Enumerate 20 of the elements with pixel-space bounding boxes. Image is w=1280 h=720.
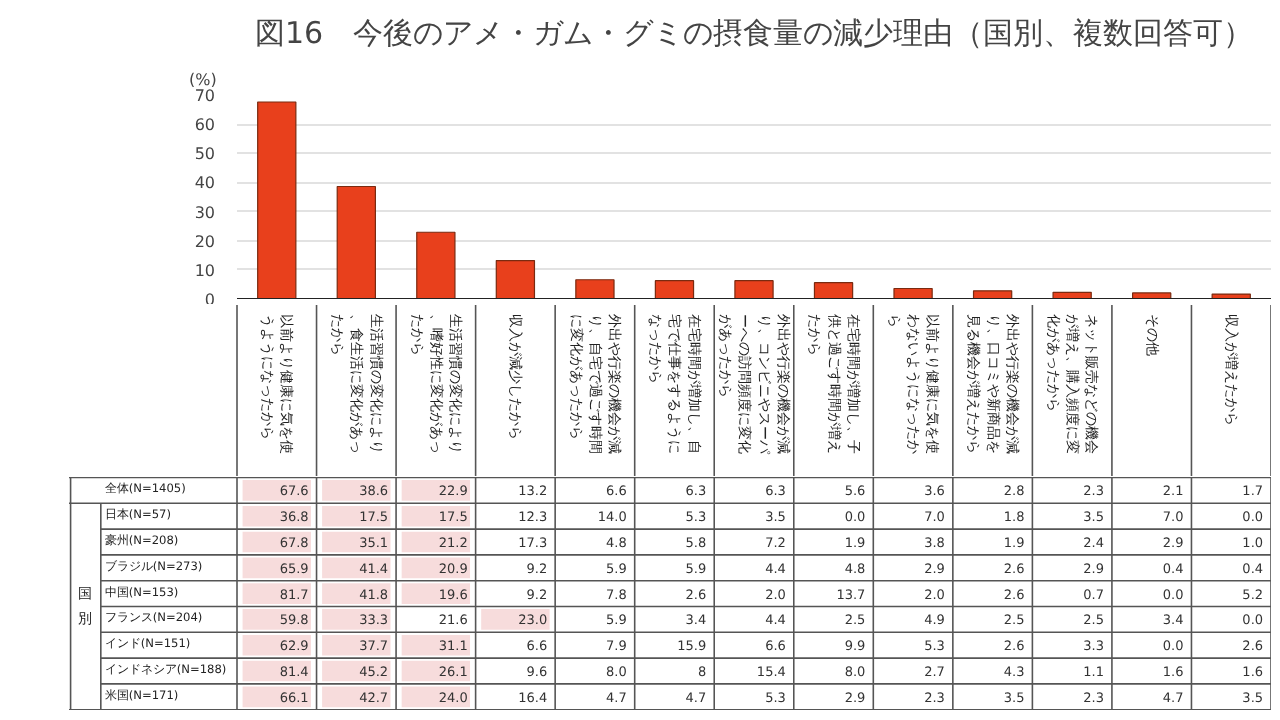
bar [416,231,456,299]
y-tick-label: 50 [194,145,216,164]
bar [734,280,774,299]
bar [654,280,695,299]
bar [813,282,854,299]
y-tick-label: 60 [194,116,216,135]
bar [495,259,536,299]
bar [257,101,297,299]
y-axis-title: (%) [189,71,217,89]
bar [575,279,615,299]
y-tick-label: 10 [194,261,216,280]
bar [893,287,933,299]
y-tick-label: 40 [194,174,216,193]
bar [972,290,1013,299]
y-tick-label: 70 [194,87,216,105]
chart-title: 図16 今後のアメ・ガム・グミの摂食量の減少理由（国別、複数回答可） [254,15,1254,51]
bar [336,185,376,299]
y-tick-label: 20 [194,232,216,251]
y-tick-label: 30 [194,203,216,222]
bar [1211,293,1251,299]
